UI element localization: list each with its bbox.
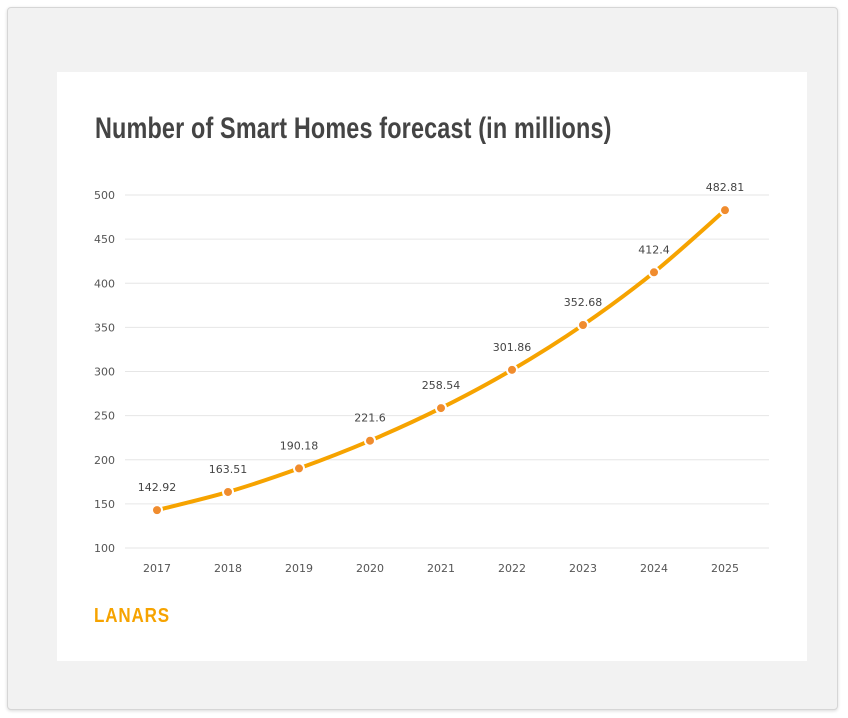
y-tick-label: 250 [94, 410, 115, 423]
line-chart: 100 150 200 250 300 350 400 450 500 2017 2018 2019 2… [94, 181, 769, 575]
data-label: 190.18 [280, 439, 319, 452]
data-point [222, 485, 234, 498]
y-tick-label: 150 [94, 498, 115, 511]
data-label: 258.54 [422, 379, 461, 392]
data-point [577, 319, 589, 332]
y-tick-label: 300 [94, 366, 115, 379]
data-label: 142.92 [138, 481, 177, 494]
x-tick-label: 2025 [711, 562, 739, 575]
x-tick-label: 2023 [569, 562, 597, 575]
x-tick-label: 2017 [143, 562, 171, 575]
y-tick-label: 100 [94, 542, 115, 555]
data-label: 301.86 [493, 341, 532, 354]
chart-card: Number of Smart Homes forecast (in milli… [57, 72, 807, 661]
data-point [293, 462, 305, 475]
data-label: 352.68 [564, 296, 603, 309]
y-tick-label: 450 [94, 233, 115, 246]
data-label: 163.51 [209, 463, 248, 476]
x-tick-label: 2018 [214, 562, 242, 575]
lanars-logo: LANARS [94, 605, 170, 627]
y-tick-label: 500 [94, 189, 115, 202]
x-tick-label: 2019 [285, 562, 313, 575]
y-tick-label: 200 [94, 454, 115, 467]
data-point [506, 363, 518, 376]
x-tick-label: 2022 [498, 562, 526, 575]
y-tick-label: 400 [94, 277, 115, 290]
data-label: 221.6 [354, 412, 386, 425]
x-tick-label: 2024 [640, 562, 668, 575]
data-point [648, 266, 660, 279]
screenshot-frame: Number of Smart Homes forecast (in milli… [7, 7, 838, 710]
data-point [435, 402, 447, 415]
x-tick-label: 2020 [356, 562, 384, 575]
chart-title: Number of Smart Homes forecast (in milli… [95, 112, 612, 145]
data-point [364, 434, 376, 447]
data-point [719, 204, 731, 217]
data-point [151, 504, 163, 517]
data-label: 482.81 [706, 181, 745, 194]
x-tick-label: 2021 [427, 562, 455, 575]
y-tick-label: 350 [94, 321, 115, 334]
data-label: 412.4 [638, 243, 670, 256]
